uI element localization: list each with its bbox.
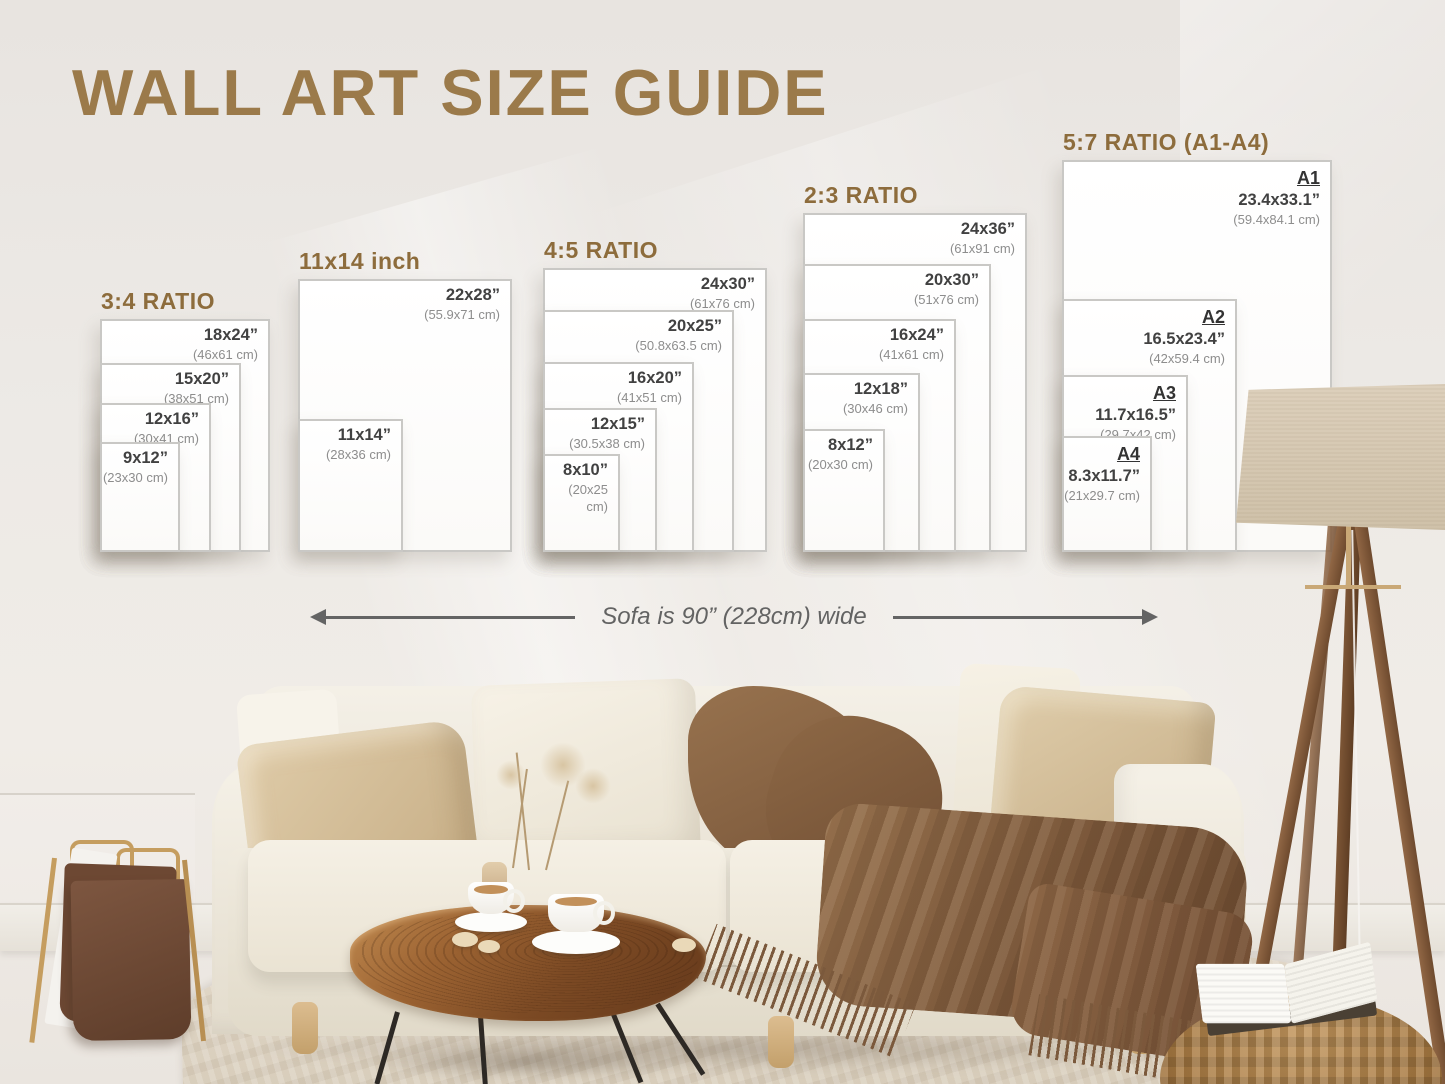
poster-8x10” xyxy=(543,454,620,552)
sofa-width-text: Sofa is 90” (228cm) wide xyxy=(601,603,867,630)
size-inches: 16x20” xyxy=(627,369,682,387)
poster-size-label: 24x30” (61x76 cm) xyxy=(543,274,763,312)
poster-size-label: 22x28” (55.9x71 cm) xyxy=(298,285,508,323)
size-cm: (59.4x84.1 cm) xyxy=(1233,212,1320,227)
paper-size-tag: A4 xyxy=(1116,444,1140,464)
poster-11x14” xyxy=(298,419,403,552)
size-inches: 15x20” xyxy=(174,370,229,388)
group-title: 5:7 RATIO (A1-A4) xyxy=(1063,129,1270,155)
size-cm: (28x36 cm) xyxy=(325,447,391,462)
size-cm: (30.5x38 cm) xyxy=(569,436,645,451)
paper-size-tag: A1 xyxy=(1296,168,1320,188)
size-cm: (23x30 cm) xyxy=(102,470,168,485)
size-cm: (42x59.4 cm) xyxy=(1149,351,1225,366)
size-inches: 20x30” xyxy=(924,271,979,289)
poster-size-label: 8x12” (20x30 cm) xyxy=(803,435,881,473)
size-cm: (41x51 cm) xyxy=(616,390,682,405)
coffee-cup xyxy=(548,894,615,932)
coffee-table xyxy=(350,905,706,1021)
dried-flower xyxy=(496,760,526,790)
poster-A4 xyxy=(1062,436,1152,552)
size-cm: (30x46 cm) xyxy=(842,401,908,416)
arrow-right-icon xyxy=(1142,609,1159,625)
poster-size-label: A4 8.3x11.7” (21x29.7 cm) xyxy=(1062,442,1148,504)
saucer xyxy=(532,930,620,954)
poster-size-label: 16x24” (41x61 cm) xyxy=(803,325,952,363)
poster-size-label: 18x24” (46x61 cm) xyxy=(100,325,266,363)
size-inches: 23.4x33.1” xyxy=(1238,191,1320,209)
poster-size-label: 20x25” (50.8x63.5 cm) xyxy=(543,316,730,354)
size-inches: 18x24” xyxy=(203,326,258,344)
saucer xyxy=(455,912,527,932)
paper-size-tag: A3 xyxy=(1152,383,1176,403)
magazine-rack-sling-front xyxy=(70,878,192,1042)
size-cm: (61x91 cm) xyxy=(949,241,1015,256)
poster-size-label: 24x36” (61x91 cm) xyxy=(803,219,1023,257)
size-inches: 16x24” xyxy=(889,326,944,344)
poster-size-label: 8x10” (20x25 cm) xyxy=(543,460,616,515)
size-cm: (51x76 cm) xyxy=(913,292,979,307)
size-inches: 24x30” xyxy=(700,275,755,293)
poster-size-label: 12x15” (30.5x38 cm) xyxy=(543,414,653,452)
size-cm: (38x51 cm) xyxy=(163,391,229,406)
sofa-leg xyxy=(292,1002,318,1054)
size-cm: (50.8x63.5 cm) xyxy=(635,338,722,353)
poster-9x12” xyxy=(100,442,180,552)
paper-size-tag: A2 xyxy=(1201,307,1225,327)
macaron xyxy=(672,938,696,952)
size-inches: 24x36” xyxy=(960,220,1015,238)
dried-flower xyxy=(575,768,611,804)
macaron xyxy=(452,932,478,947)
size-inches: 20x25” xyxy=(667,317,722,335)
poster-size-label: A2 16.5x23.4” (42x59.4 cm) xyxy=(1062,305,1233,367)
size-cm: (21x29.7 cm) xyxy=(1064,488,1140,503)
poster-8x12” xyxy=(803,429,885,552)
book-page xyxy=(1195,963,1292,1024)
size-inches: 12x16” xyxy=(144,410,199,428)
size-cm: (20x25 cm) xyxy=(568,482,608,514)
size-inches: 8x12” xyxy=(828,436,873,454)
size-cm: (61x76 cm) xyxy=(689,296,755,311)
group-title: 11x14 inch xyxy=(299,248,421,274)
size-inches: 11.7x16.5” xyxy=(1095,406,1176,424)
poster-size-label: A3 11.7x16.5” (29.7x42 cm) xyxy=(1062,381,1184,443)
size-inches: 11x14” xyxy=(337,426,391,444)
size-inches: 8x10” xyxy=(563,461,608,479)
arrow-left-icon xyxy=(310,609,326,625)
size-inches: 16.5x23.4” xyxy=(1143,330,1225,348)
group-title: 4:5 RATIO xyxy=(544,237,658,263)
lamp-shade xyxy=(1236,384,1445,530)
macaron xyxy=(478,940,500,953)
sofa-width-annotation: Sofa is 90” (228cm) wide xyxy=(310,600,1159,634)
poster-size-label: A1 23.4x33.1” (59.4x84.1 cm) xyxy=(1062,166,1328,228)
size-cm: (20x30 cm) xyxy=(807,457,873,472)
poster-size-label: 15x20” (38x51 cm) xyxy=(100,369,237,407)
poster-size-label: 9x12” (23x30 cm) xyxy=(100,448,176,486)
coffee-cup xyxy=(468,882,525,914)
lamp-support-bar xyxy=(1305,585,1401,589)
poster-size-label: 20x30” (51x76 cm) xyxy=(803,270,987,308)
size-cm: (55.9x71 cm) xyxy=(424,307,500,322)
page-title: WALL ART SIZE GUIDE xyxy=(72,56,829,129)
lamp-stem xyxy=(1346,524,1351,586)
group-title: 3:4 RATIO xyxy=(101,288,215,314)
size-inches: 8.3x11.7” xyxy=(1068,467,1140,485)
sofa-leg xyxy=(768,1016,794,1068)
size-inches: 9x12” xyxy=(123,449,168,467)
size-cm: (46x61 cm) xyxy=(192,347,258,362)
size-cm: (41x61 cm) xyxy=(878,347,944,362)
size-inches: 12x15” xyxy=(590,415,645,433)
group-title: 2:3 RATIO xyxy=(804,182,918,208)
poster-size-label: 16x20” (41x51 cm) xyxy=(543,368,690,406)
poster-size-label: 12x18” (30x46 cm) xyxy=(803,379,916,417)
poster-size-label: 11x14” (28x36 cm) xyxy=(298,425,399,463)
arrow-line xyxy=(326,615,576,619)
arrow-line xyxy=(892,615,1143,619)
size-inches: 22x28” xyxy=(445,286,500,304)
size-inches: 12x18” xyxy=(853,380,908,398)
